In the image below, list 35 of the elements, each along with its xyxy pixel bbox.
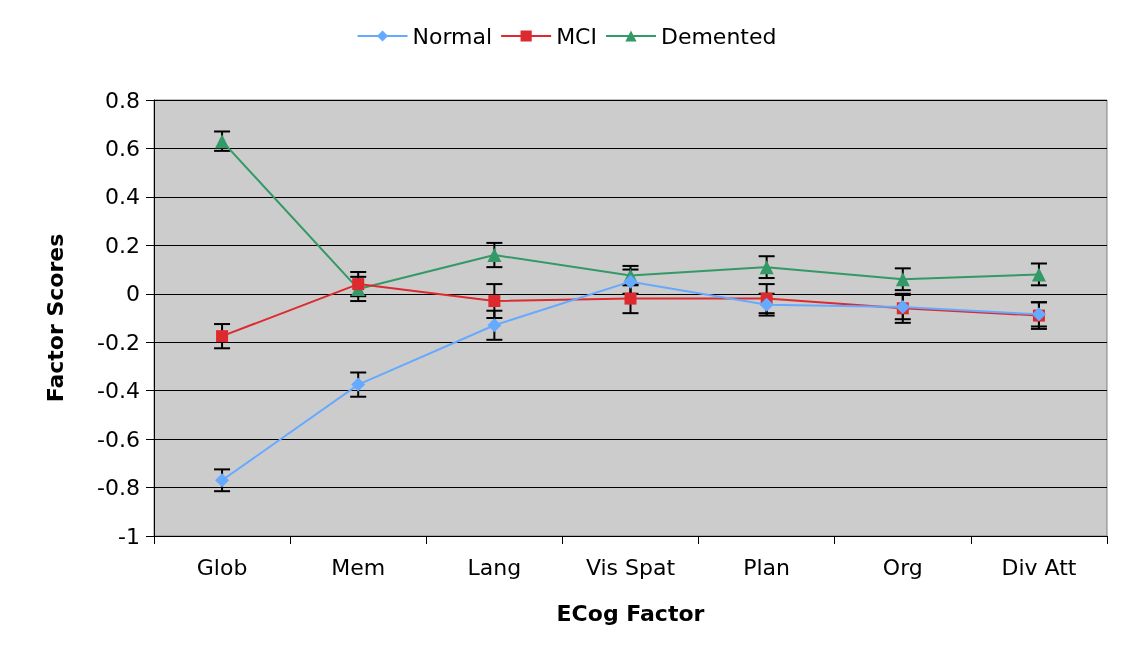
y-tick-label: 0.8 [105, 87, 140, 113]
point [623, 274, 638, 289]
point [1031, 267, 1046, 282]
x-tick-label: Mem [331, 554, 386, 580]
x-axis-title: ECog Factor [556, 600, 705, 626]
y-tick-label: 0.2 [105, 232, 140, 258]
point [215, 134, 230, 149]
x-tick-label: Glob [196, 554, 248, 580]
legend-label: Demented [660, 23, 777, 49]
point [215, 473, 230, 488]
y-tick-label: -0.6 [97, 426, 140, 452]
point [352, 278, 365, 291]
y-tick-label: -0.8 [97, 475, 140, 501]
point [759, 260, 774, 275]
point [216, 330, 229, 343]
y-tick-label: 0.4 [105, 184, 140, 210]
legend-label: Normal [412, 23, 493, 49]
legend-label: MCI [556, 23, 597, 49]
y-tick-label: -0.2 [97, 329, 140, 355]
x-tick-label: Vis Spat [585, 554, 676, 580]
y-tick-label: -0.4 [97, 378, 140, 404]
point [487, 248, 502, 263]
point [351, 377, 366, 392]
x-tick-label: Div Att [1001, 554, 1077, 580]
y-tick-label: 0.6 [105, 135, 140, 161]
x-tick-label: Lang [467, 554, 522, 580]
point [624, 292, 637, 305]
x-tick-label: Org [882, 554, 923, 580]
y-axis-title: Factor Scores [42, 233, 68, 403]
point [488, 295, 501, 308]
point [487, 318, 502, 333]
x-tick-label: Plan [743, 554, 791, 580]
y-tick-label: 0 [126, 281, 140, 307]
y-tick-label: -1 [118, 523, 140, 549]
point [895, 272, 910, 287]
